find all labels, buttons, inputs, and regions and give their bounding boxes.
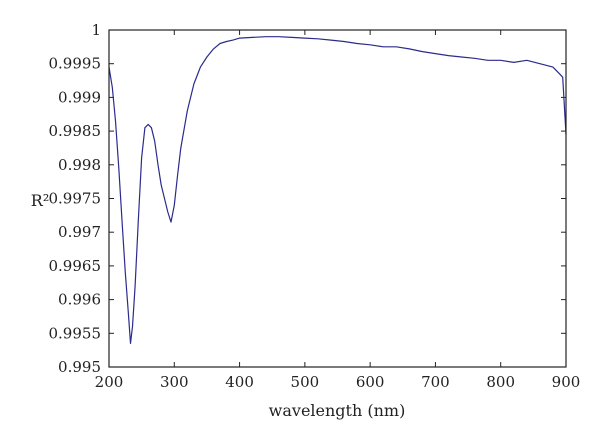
x-axis-title: wavelength (nm) <box>269 401 406 420</box>
x-tick-label: 400 <box>225 373 254 391</box>
y-tick-label: 0.999 <box>58 88 101 106</box>
y-tick-label: 0.9995 <box>49 55 102 73</box>
x-tick-label: 300 <box>160 373 189 391</box>
y-tick-label: 0.9985 <box>49 122 102 140</box>
y-tick-label: 0.997 <box>58 223 101 241</box>
y-axis-title: R² <box>31 191 49 210</box>
y-tick-label: 0.998 <box>58 156 101 174</box>
y-tick-label: 0.9965 <box>49 257 102 275</box>
y-tick-label: 1 <box>91 21 101 39</box>
y-tick-label: 0.996 <box>58 291 101 309</box>
x-tick-label: 200 <box>95 373 124 391</box>
x-tick-label: 800 <box>486 373 515 391</box>
x-tick-label: 500 <box>291 373 320 391</box>
plot-frame <box>108 29 567 368</box>
x-tick-label: 700 <box>421 373 450 391</box>
x-tick-label: 600 <box>356 373 385 391</box>
ticks-layer: 200 300 400 500 600 700 800 900 0.995 0.9955 0.996… <box>49 21 581 391</box>
y-tick-label: 0.995 <box>58 358 101 376</box>
y-tick-label: 0.9975 <box>49 190 102 208</box>
series-line <box>108 36 567 344</box>
y-tick-label: 0.9955 <box>49 324 102 342</box>
x-tick-label: 900 <box>552 373 581 391</box>
